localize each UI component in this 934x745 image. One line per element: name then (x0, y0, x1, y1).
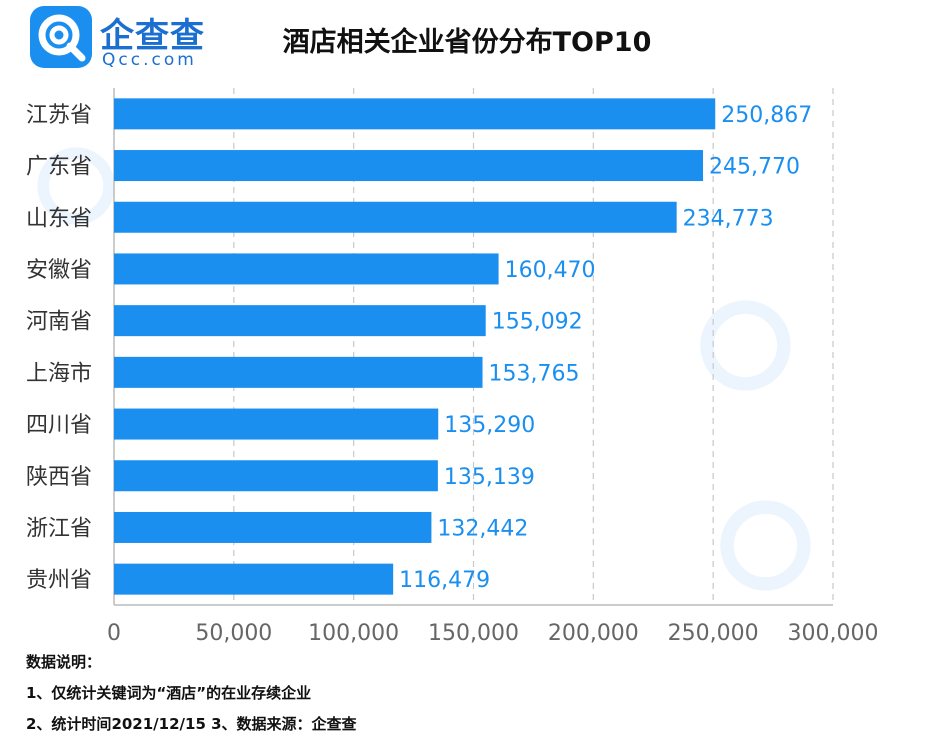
category-label: 河南省 (26, 310, 92, 335)
category-label: 广东省 (26, 155, 92, 180)
bar (114, 460, 438, 492)
bar (114, 356, 483, 388)
value-label: 135,139 (444, 465, 535, 490)
category-label: 四川省 (26, 413, 92, 438)
category-label: 山东省 (26, 206, 92, 231)
x-tick-label: 200,000 (548, 621, 639, 646)
data-notes: 数据说明： 1、仅统计关键词为“酒店”的在业存续企业 2、统计时间2021/12… (26, 652, 357, 745)
x-tick-label: 250,000 (668, 621, 759, 646)
notes-line-2: 2、统计时间2021/12/15 3、数据来源：企查查 (26, 715, 357, 733)
value-label: 245,770 (709, 155, 800, 180)
category-label: 安徽省 (26, 258, 92, 283)
x-tick-label: 0 (107, 621, 121, 646)
category-label: 江苏省 (26, 103, 92, 128)
bar (114, 563, 394, 595)
bar (114, 253, 499, 285)
value-label: 116,479 (399, 568, 490, 593)
category-label: 浙江省 (26, 516, 92, 541)
x-tick-label: 100,000 (308, 621, 399, 646)
chart-title: 酒店相关企业省份分布TOP10 (282, 27, 652, 58)
value-label: 135,290 (444, 413, 535, 438)
brand-site: Qcc.com (102, 50, 197, 70)
notes-heading: 数据说明： (26, 653, 102, 671)
x-tick-label: 50,000 (195, 621, 272, 646)
category-label: 贵州省 (26, 568, 92, 593)
bar (114, 408, 439, 440)
bar (114, 305, 486, 337)
bar (114, 98, 716, 130)
value-label: 132,442 (437, 516, 528, 541)
bar (114, 201, 677, 233)
value-label: 160,470 (505, 258, 596, 283)
value-label: 234,773 (683, 206, 774, 231)
value-label: 250,867 (721, 103, 812, 128)
notes-line-1: 1、仅统计关键词为“酒店”的在业存续企业 (26, 684, 312, 702)
category-label: 陕西省 (26, 465, 92, 490)
logo-mark-icon (30, 6, 92, 68)
category-label: 上海市 (26, 361, 92, 386)
bar (114, 150, 704, 182)
brand-name: 企查查 (100, 16, 205, 56)
bar (114, 511, 432, 543)
x-tick-label: 150,000 (428, 621, 519, 646)
logo: 企查查 Qcc.com (30, 6, 230, 72)
value-label: 153,765 (489, 361, 580, 386)
x-tick-label: 300,000 (788, 621, 879, 646)
value-label: 155,092 (492, 310, 583, 335)
